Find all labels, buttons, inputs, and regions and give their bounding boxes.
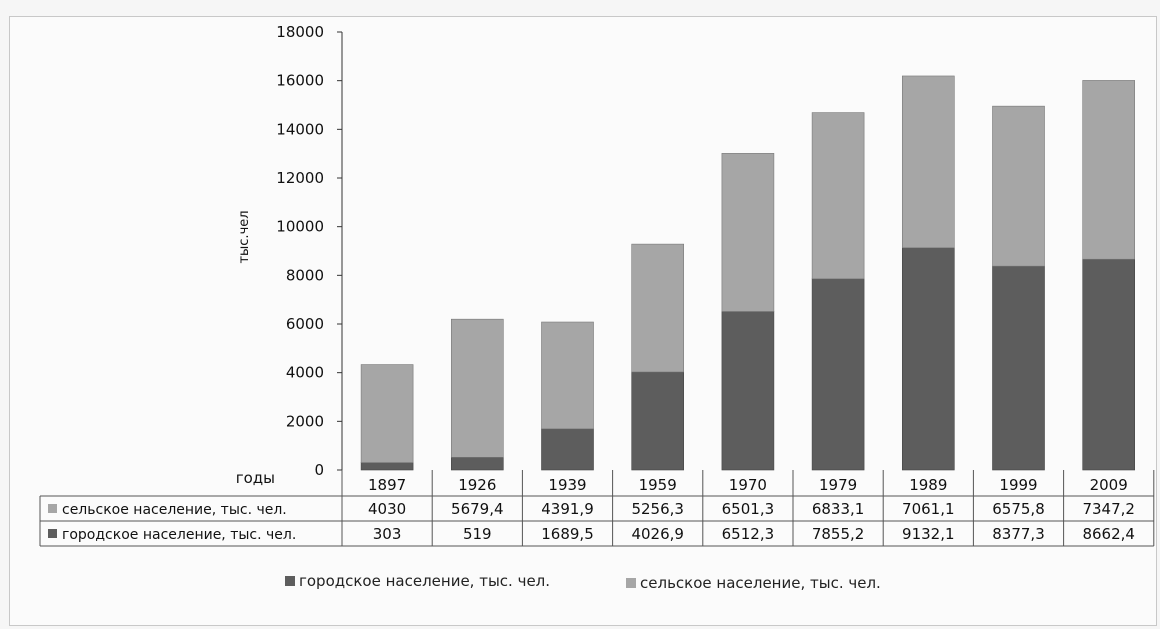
bar-rural: [541, 321, 594, 430]
bar-urban: [811, 278, 865, 471]
bar-urban: [721, 311, 775, 471]
legend-label-urban: городское население, тыс. чел.: [299, 572, 550, 590]
bar-rural: [992, 105, 1045, 267]
y-tick-label: 4000: [286, 364, 324, 382]
y-tick-label: 12000: [276, 169, 324, 187]
table-cell: 6501,3: [722, 500, 775, 518]
bar-rural: [360, 364, 414, 463]
legend-label-rural: сельское население, тыс. чел.: [640, 574, 881, 592]
category-label: 1939: [548, 476, 586, 494]
bar-rural: [901, 75, 955, 249]
category-label: 1897: [368, 476, 406, 494]
chart-frame: [9, 16, 1157, 626]
y-tick-label: 10000: [276, 218, 324, 236]
table-cell: 9132,1: [902, 525, 955, 543]
bar-rural: [631, 243, 685, 373]
table-cell: 5256,3: [631, 500, 684, 518]
bar-rural: [1082, 80, 1135, 260]
table-cell: 7347,2: [1082, 500, 1135, 518]
y-tick-label: 16000: [276, 72, 324, 90]
legend-key-urban: [285, 576, 295, 586]
bar-urban: [631, 371, 685, 471]
table-cell: 5679,4: [451, 500, 504, 518]
x-axis-title: годы: [236, 469, 275, 487]
legend-key-rural: [626, 578, 636, 588]
category-label: 1926: [458, 476, 496, 494]
category-label: 1999: [999, 476, 1037, 494]
table-cell: 8662,4: [1082, 525, 1135, 543]
bar-urban: [1082, 258, 1135, 471]
bar-urban: [992, 265, 1045, 471]
table-cell: 303: [373, 525, 402, 543]
category-label: 2009: [1090, 476, 1128, 494]
table-cell: 1689,5: [541, 525, 594, 543]
bar-urban: [450, 457, 504, 471]
bar-urban: [541, 428, 594, 471]
y-tick-label: 18000: [276, 23, 324, 41]
table-cell: 4391,9: [541, 500, 594, 518]
table-cell: 4026,9: [631, 525, 684, 543]
category-label: 1989: [909, 476, 947, 494]
table-legend-key: [48, 504, 57, 513]
table-cell: 6833,1: [812, 500, 865, 518]
table-row-label: городское население, тыс. чел.: [62, 527, 296, 543]
y-tick-label: 6000: [286, 315, 324, 333]
table-cell: 7061,1: [902, 500, 955, 518]
category-label: 1979: [819, 476, 857, 494]
table-cell: 6512,3: [722, 525, 775, 543]
category-label: 1970: [729, 476, 767, 494]
bar-urban: [360, 462, 414, 471]
table-legend-key: [48, 529, 57, 538]
bar-urban: [901, 247, 955, 471]
y-tick-label: 14000: [276, 120, 324, 138]
table-cell: 8377,3: [992, 525, 1045, 543]
category-label: 1959: [639, 476, 677, 494]
y-axis-title: тыс.чел: [237, 210, 252, 263]
table-cell: 6575,8: [992, 500, 1045, 518]
bar-rural: [811, 112, 865, 280]
y-tick-label: 8000: [286, 266, 324, 284]
bar-rural: [721, 153, 775, 312]
y-tick-label: 2000: [286, 412, 324, 430]
table-cell: 519: [463, 525, 492, 543]
table-cell: 7855,2: [812, 525, 865, 543]
table-row-label: сельское население, тыс. чел.: [62, 502, 287, 518]
bar-rural: [450, 318, 504, 458]
table-cell: 4030: [368, 500, 406, 518]
y-tick-label: 0: [314, 461, 324, 479]
